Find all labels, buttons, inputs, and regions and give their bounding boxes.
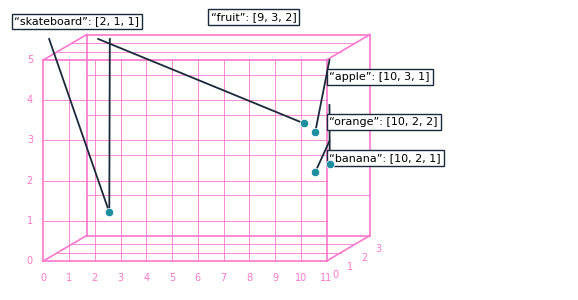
Text: 5: 5 [169,273,175,283]
Text: 7: 7 [220,273,227,283]
Text: 1: 1 [66,273,72,283]
Text: “orange”: [10, 2, 2]: “orange”: [10, 2, 2] [329,117,438,127]
Text: 1: 1 [347,262,353,272]
Text: 2: 2 [361,253,368,263]
Text: 0: 0 [27,256,33,266]
Text: 3: 3 [117,273,124,283]
Text: 1: 1 [27,216,33,226]
Text: “skateboard”: [2, 1, 1]: “skateboard”: [2, 1, 1] [14,16,139,26]
Text: 5: 5 [27,55,33,65]
Text: 4: 4 [27,95,33,105]
Text: 4: 4 [143,273,149,283]
Text: 10: 10 [295,273,307,283]
Text: 3: 3 [376,244,382,254]
Text: 2: 2 [27,176,33,186]
Text: “apple”: [10, 3, 1]: “apple”: [10, 3, 1] [329,72,430,82]
Text: 3: 3 [27,135,33,146]
Text: “banana”: [10, 2, 1]: “banana”: [10, 2, 1] [329,153,441,163]
Text: 2: 2 [92,273,98,283]
Text: 11: 11 [320,273,333,283]
Text: 9: 9 [272,273,278,283]
Text: 6: 6 [195,273,201,283]
Text: 0: 0 [40,273,46,283]
Text: 8: 8 [246,273,253,283]
Text: 0: 0 [332,270,339,280]
Text: “fruit”: [9, 3, 2]: “fruit”: [9, 3, 2] [211,12,297,22]
